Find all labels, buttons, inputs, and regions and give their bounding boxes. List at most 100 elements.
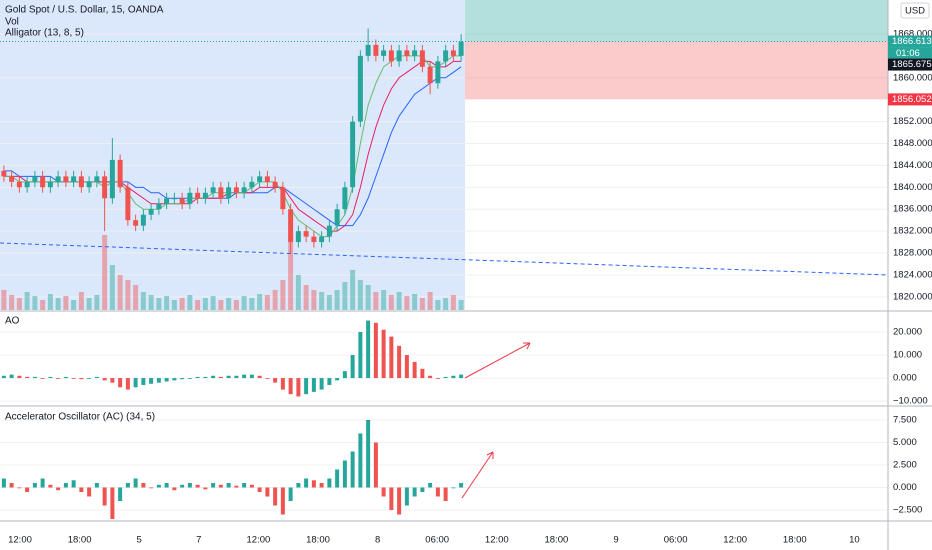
volume-bar — [133, 285, 139, 310]
indicator-label: Alligator (13, 8, 5) — [5, 28, 84, 39]
histogram-bar — [71, 378, 76, 379]
volume-bar — [187, 295, 193, 310]
y-tick-label: −2.500 — [893, 505, 922, 516]
histogram-bar — [273, 487, 278, 506]
x-tick-label: 18:00 — [306, 535, 330, 546]
volume-bar — [140, 292, 146, 310]
candle-body — [326, 225, 332, 237]
x-tick-label: 7 — [196, 535, 201, 546]
histogram-bar — [327, 478, 332, 488]
candle-body — [47, 181, 53, 188]
histogram-bar — [149, 487, 154, 489]
target-label: 1866.613 — [892, 36, 932, 47]
volume-bar — [32, 296, 38, 310]
currency[interactable]: USD — [905, 6, 925, 17]
histogram-bar — [443, 376, 448, 379]
volume-bar — [202, 298, 208, 310]
volume-bar — [179, 298, 185, 310]
histogram-bar — [288, 378, 293, 395]
histogram-bar — [1, 478, 6, 488]
volume-bar — [264, 295, 270, 310]
candle-body — [435, 61, 441, 84]
histogram-bar — [280, 487, 285, 515]
x-tick-label: 10 — [849, 535, 860, 546]
histogram-bar — [94, 376, 99, 379]
candle-body — [319, 236, 325, 243]
candle-body — [365, 44, 371, 56]
histogram-bar — [172, 378, 177, 381]
candle-body — [16, 181, 22, 188]
y-tick-label: 1824.000 — [893, 269, 932, 280]
candle-body — [117, 159, 123, 188]
candle-body — [195, 192, 201, 199]
currency-box[interactable] — [900, 2, 930, 19]
candle-body — [156, 203, 162, 210]
candle-body — [412, 50, 418, 56]
histogram-bar — [125, 378, 130, 390]
candle-body — [218, 187, 224, 199]
volume-bar — [156, 298, 162, 310]
volume-bar — [326, 295, 332, 310]
histogram-bar — [350, 355, 355, 379]
candle-body — [334, 209, 340, 226]
candle-body — [249, 181, 255, 188]
volume-bar — [47, 294, 53, 310]
x-tick-label: 18:00 — [68, 535, 92, 546]
histogram-bar — [203, 487, 208, 490]
arrow — [461, 451, 494, 499]
volume-bar — [148, 295, 154, 310]
candle-body — [404, 50, 410, 56]
arrow — [464, 342, 531, 379]
volume-bar — [40, 300, 46, 310]
candle-body — [125, 187, 131, 221]
histogram-bar — [358, 332, 363, 379]
volume-bar — [381, 290, 387, 310]
histogram-bar — [87, 378, 92, 379]
trend-line — [0, 242, 889, 276]
histogram-bar — [412, 487, 417, 497]
histogram-bar — [63, 376, 68, 379]
histogram-bar — [249, 484, 254, 488]
y-tick-label: 7.500 — [893, 414, 917, 425]
x-tick-label: 06:00 — [664, 535, 688, 546]
x-tick-label: 18:00 — [545, 535, 569, 546]
candle-body — [311, 236, 317, 243]
y-tick-label: 1860.000 — [893, 72, 932, 83]
candle-body — [342, 187, 348, 210]
candle-body — [40, 176, 46, 188]
histogram-bar — [265, 378, 270, 379]
histogram-bar — [288, 487, 293, 502]
histogram-bar — [358, 433, 363, 488]
histogram-bar — [319, 482, 324, 488]
histogram-bar — [218, 484, 223, 488]
histogram-bar — [381, 487, 386, 497]
volume-bar — [218, 300, 224, 310]
volume-bar — [164, 296, 170, 310]
candle-body — [94, 176, 100, 182]
candle-body — [187, 192, 193, 204]
volume-bar — [388, 295, 394, 310]
x-tick-label: 12:00 — [485, 535, 509, 546]
histogram-bar — [257, 487, 262, 492]
histogram-bar — [40, 478, 45, 488]
countdown: 01:06 — [896, 48, 920, 59]
candle-body — [78, 176, 84, 188]
histogram-bar — [350, 451, 355, 488]
countdown-box — [888, 47, 932, 59]
pane-title: Accelerator Oscillator (AC) (34, 5) — [5, 412, 155, 423]
volume-bar — [63, 296, 69, 310]
candle-body — [396, 50, 402, 62]
histogram-bar — [110, 378, 115, 383]
candle-body — [24, 181, 30, 188]
volume-bar — [357, 280, 363, 310]
volume-bar — [71, 300, 77, 310]
range-shade — [0, 0, 465, 310]
candle-body — [241, 187, 247, 193]
x-tick-label: 5 — [137, 535, 142, 546]
y-tick-label: 1848.000 — [893, 138, 932, 149]
volume-bar — [350, 270, 356, 310]
histogram-bar — [172, 487, 177, 491]
volume-bar — [210, 296, 216, 310]
histogram-bar — [257, 375, 262, 379]
candle-body — [388, 50, 394, 62]
